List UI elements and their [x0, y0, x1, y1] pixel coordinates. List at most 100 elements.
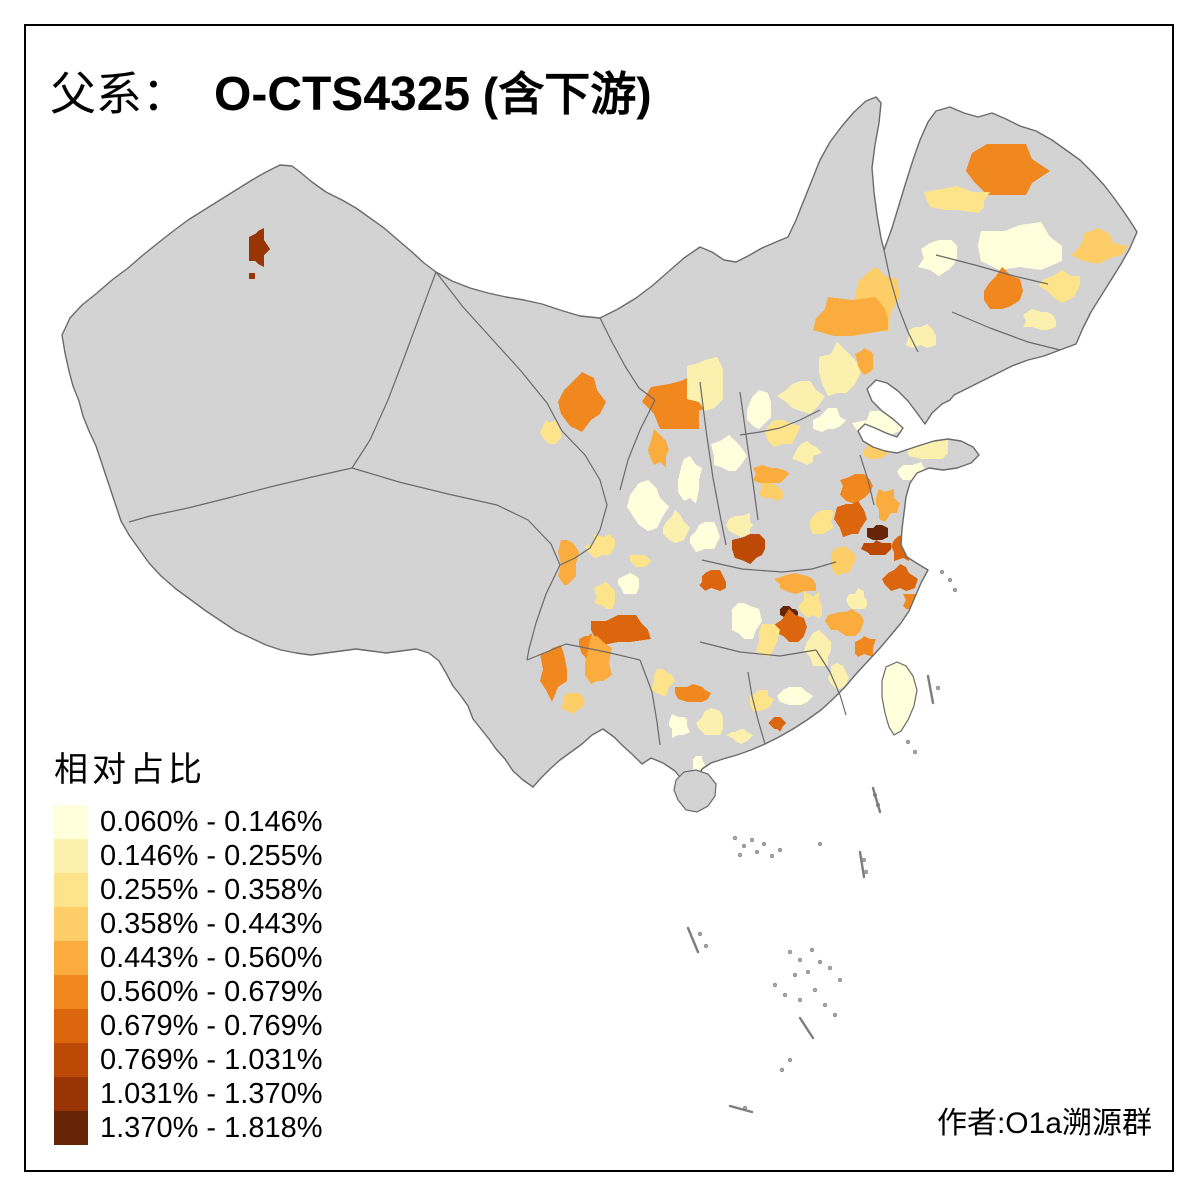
map-region	[771, 609, 807, 642]
map-region	[630, 555, 651, 567]
map-region	[906, 435, 948, 459]
island-speck	[777, 847, 783, 853]
island-speck	[749, 837, 755, 843]
sea-dash-line	[926, 674, 935, 705]
island-speck	[797, 997, 803, 1003]
island-speck	[769, 853, 775, 859]
legend-label: 0.146% - 0.255%	[100, 839, 323, 872]
island-speck	[817, 841, 823, 847]
map-region	[1023, 309, 1056, 330]
map-region	[876, 489, 900, 522]
map-region	[777, 381, 825, 414]
taiwan-island	[881, 661, 918, 736]
sea-dash-line	[798, 1016, 815, 1040]
island-speck	[905, 739, 911, 745]
map-region	[690, 522, 720, 552]
map-region	[732, 603, 762, 639]
map-region	[882, 564, 918, 591]
legend-items: 0.060% - 0.146% 0.146% - 0.255% 0.255% - 0…	[54, 805, 322, 1145]
map-region	[648, 429, 669, 468]
island-speck	[779, 1067, 785, 1073]
legend-label: 0.679% - 0.769%	[100, 1009, 323, 1042]
map-region	[747, 390, 771, 429]
map-region	[558, 372, 606, 432]
legend-row: 0.255% - 0.358%	[54, 873, 322, 907]
island-speck	[861, 857, 867, 863]
legend-swatch	[54, 873, 88, 907]
island-speck	[787, 1057, 793, 1063]
legend-row: 0.146% - 0.255%	[54, 839, 322, 873]
map-region	[759, 483, 783, 501]
map-region	[558, 540, 579, 585]
legend-swatch	[54, 839, 88, 873]
legend-row: 1.370% - 1.818%	[54, 1111, 322, 1145]
island-speck	[809, 947, 815, 953]
map-region	[810, 510, 834, 534]
island-speck	[737, 852, 743, 858]
province-borders	[128, 249, 1061, 746]
map-region	[984, 267, 1023, 309]
map-region	[846, 588, 867, 609]
island-speck	[761, 841, 767, 847]
map-region	[768, 717, 786, 732]
map-region	[834, 501, 867, 537]
attribution: 作者:O1a溯源群	[936, 1107, 1152, 1140]
map-region	[594, 582, 615, 609]
map-region	[867, 525, 888, 540]
legend-title: 相对占比	[54, 752, 206, 789]
map-region	[774, 573, 816, 594]
map-region	[840, 474, 873, 504]
map-region	[966, 144, 1050, 195]
map-region	[1038, 270, 1080, 303]
legend-swatch	[54, 1077, 88, 1111]
map-region	[978, 222, 1062, 270]
island-speck	[912, 749, 918, 755]
map-region	[651, 669, 675, 696]
map-region	[585, 636, 612, 684]
map-region	[813, 297, 888, 336]
map-region	[825, 609, 864, 636]
sea-dash-line	[728, 1104, 754, 1114]
legend-label: 0.560% - 0.679%	[100, 975, 323, 1008]
legend-swatch	[54, 941, 88, 975]
mainland	[62, 97, 1137, 789]
map-region	[561, 693, 585, 714]
map-region	[726, 513, 753, 537]
legend-row: 0.443% - 0.560%	[54, 941, 322, 975]
island-speck	[697, 931, 703, 937]
map-region	[618, 573, 639, 594]
map-region	[753, 465, 789, 483]
legend-label: 1.370% - 1.818%	[100, 1111, 323, 1144]
map-region	[249, 228, 270, 267]
map-region	[669, 714, 690, 738]
island-speck	[782, 992, 788, 998]
island-speck	[935, 685, 941, 691]
legend-row: 0.769% - 1.031%	[54, 1043, 322, 1077]
map-region	[678, 456, 702, 504]
map-title: 父系： O-CTS4325 (含下游)	[50, 58, 652, 124]
island-speck	[703, 943, 709, 949]
map-region	[663, 510, 690, 543]
legend-label: 0.060% - 0.146%	[100, 805, 323, 838]
map-region	[792, 441, 822, 465]
sea-dash-line	[686, 926, 700, 954]
legend-label: 0.358% - 0.443%	[100, 907, 323, 940]
legend-swatch	[54, 805, 88, 839]
coastline-path	[61, 96, 1138, 790]
legend-row: 0.560% - 0.679%	[54, 975, 322, 1009]
map-region	[813, 408, 846, 432]
map-region	[1071, 228, 1128, 264]
island-speck	[812, 987, 818, 993]
island-speck	[952, 587, 958, 593]
sea-dash-line	[858, 850, 866, 879]
title-prefix: 父系：	[50, 69, 188, 120]
map-region	[804, 630, 831, 666]
legend-row: 0.358% - 0.443%	[54, 907, 322, 941]
island-speck	[832, 1012, 838, 1018]
choropleth-regions	[249, 144, 1128, 774]
map-region	[696, 708, 723, 735]
legend-swatch	[54, 1009, 88, 1043]
map-region	[726, 729, 753, 744]
map-region	[756, 624, 780, 657]
